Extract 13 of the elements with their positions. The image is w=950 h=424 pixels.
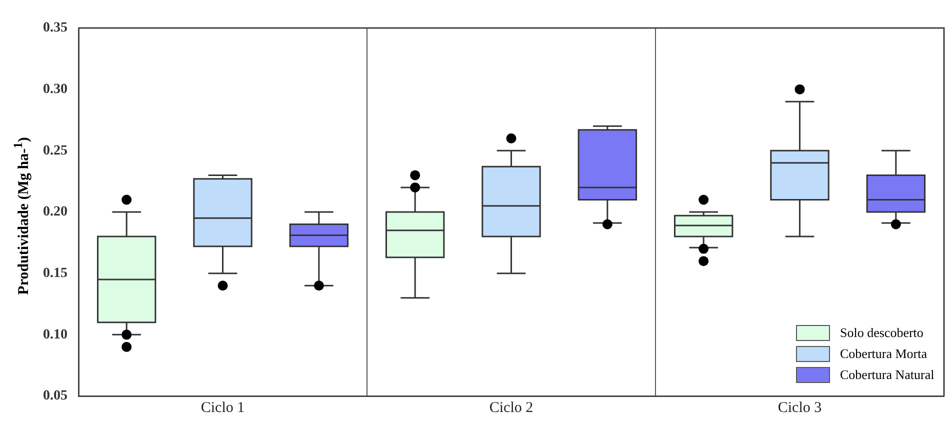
y-tick-label: 0.05 [43, 388, 68, 404]
y-tick-label: 0.30 [43, 82, 68, 97]
legend-label: Solo descoberto [840, 325, 924, 341]
y-tick-label: 0.35 [43, 20, 68, 36]
legend-label: Cobertura Morta [840, 346, 928, 362]
y-tick-label: 0.15 [43, 266, 68, 281]
y-tick-label: 0.20 [43, 204, 68, 220]
y-tick-label: 0.10 [43, 327, 68, 342]
x-tick-label: Ciclo 1 [200, 400, 245, 416]
x-tick-label: Ciclo 3 [778, 400, 822, 416]
x-tick-label: Ciclo 2 [489, 400, 534, 416]
legend-label: Cobertura Natural [840, 367, 934, 383]
y-tick-label: 0.25 [43, 143, 68, 158]
